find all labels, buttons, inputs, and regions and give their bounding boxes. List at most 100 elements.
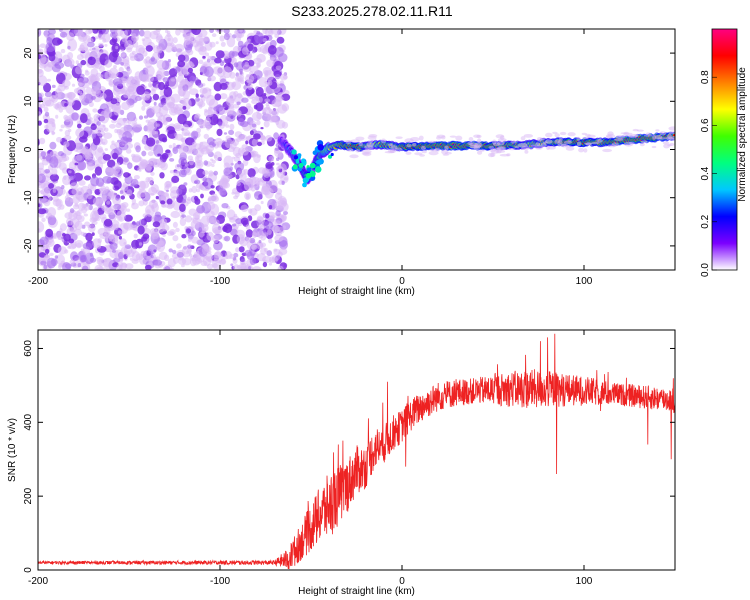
colorbar-tick-label: 0.6 [700, 118, 711, 132]
noise-blob [62, 262, 71, 270]
noise-blob [89, 257, 97, 263]
track-skirt [343, 140, 353, 143]
noise-blob [237, 77, 242, 82]
track-skirt [476, 134, 482, 139]
noise-blob [268, 156, 273, 161]
colorbar-label: Normalized spectral amplitude [737, 67, 748, 202]
noise-blob [130, 247, 137, 254]
noise-blob [156, 46, 163, 54]
noise-blob [183, 182, 188, 186]
noise-blob [267, 114, 277, 123]
track-skirt [455, 135, 463, 141]
spectrogram-y-tick-label: 10 [23, 95, 34, 107]
snr-y-tick-label: 0 [23, 567, 34, 573]
noise-blob [69, 208, 75, 214]
noise-blob [86, 193, 93, 200]
noise-blob [274, 229, 283, 236]
noise-blob [223, 132, 228, 135]
noise-blob [68, 128, 72, 133]
noise-blob [270, 214, 275, 220]
noise-blob [177, 54, 186, 62]
noise-blob [97, 238, 102, 244]
noise-blob [80, 248, 85, 252]
noise-blob [126, 72, 131, 76]
noise-blob [38, 53, 41, 60]
noise-blob [83, 213, 89, 217]
noise-blob [92, 29, 99, 34]
noise-blob [120, 62, 124, 66]
noise-blob [79, 42, 89, 53]
noise-blob [142, 135, 147, 142]
noise-blob [148, 199, 158, 209]
noise-blob [278, 53, 288, 63]
track-skirt [554, 139, 560, 144]
noise-blob [64, 195, 70, 201]
noise-blob [129, 55, 136, 61]
spectrogram-y-tick-label: 0 [23, 146, 34, 152]
noise-blob [104, 227, 111, 236]
track-skirt [645, 132, 651, 136]
noise-blob [82, 265, 89, 270]
noise-blob [201, 224, 209, 232]
noise-blob [205, 256, 209, 260]
noise-blob [86, 162, 95, 171]
noise-blob [182, 90, 190, 100]
noise-blob [87, 41, 95, 48]
noise-blob [240, 258, 245, 263]
noise-blob [131, 198, 137, 204]
noise-blob [261, 183, 271, 193]
noise-blob [235, 218, 243, 225]
track-skirt [558, 137, 563, 142]
noise-blob [60, 124, 65, 129]
noise-blob [38, 69, 44, 78]
track-skirt [436, 136, 442, 140]
noise-blob [173, 256, 179, 264]
noise-blob [168, 144, 173, 149]
track-skirt [520, 136, 526, 141]
noise-blob [203, 160, 209, 166]
noise-blob [276, 36, 285, 44]
noise-blob [116, 210, 126, 222]
noise-blob [177, 85, 183, 90]
noise-blob [202, 243, 209, 250]
noise-blob [267, 80, 273, 86]
noise-blob [131, 239, 140, 250]
noise-blob [121, 101, 131, 111]
noise-blob [247, 43, 254, 52]
noise-blob [60, 236, 64, 239]
noise-blob [137, 225, 145, 235]
noise-blob [263, 120, 270, 128]
noise-blob [44, 34, 48, 38]
noise-blob [207, 55, 213, 62]
noise-blob [131, 203, 135, 206]
noise-blob [95, 177, 105, 187]
noise-blob [143, 115, 149, 119]
noise-blob [67, 92, 73, 99]
track-skirt [540, 138, 545, 141]
noise-blob [123, 124, 128, 128]
snr-x-tick-label: 0 [399, 576, 405, 587]
noise-blob [38, 29, 42, 38]
spectrogram-content [38, 29, 675, 270]
noise-blob [198, 184, 205, 190]
noise-blob [126, 208, 131, 212]
noise-blob [258, 77, 267, 88]
noise-blob [240, 217, 249, 225]
track-skirt [585, 133, 591, 137]
noise-blob [133, 233, 138, 239]
noise-blob [138, 242, 143, 246]
noise-blob [101, 204, 108, 212]
noise-blob [156, 59, 166, 70]
noise-blob [255, 102, 264, 112]
noise-blob [195, 93, 199, 98]
noise-blob [80, 77, 89, 84]
noise-blob [266, 250, 273, 257]
track-skirt [469, 144, 477, 148]
noise-blob [38, 75, 48, 86]
noise-blob [67, 45, 71, 50]
noise-blob [198, 59, 204, 65]
noise-blob [168, 77, 179, 89]
noise-blob [265, 135, 273, 142]
noise-blob [235, 30, 239, 35]
noise-blob [163, 86, 173, 98]
